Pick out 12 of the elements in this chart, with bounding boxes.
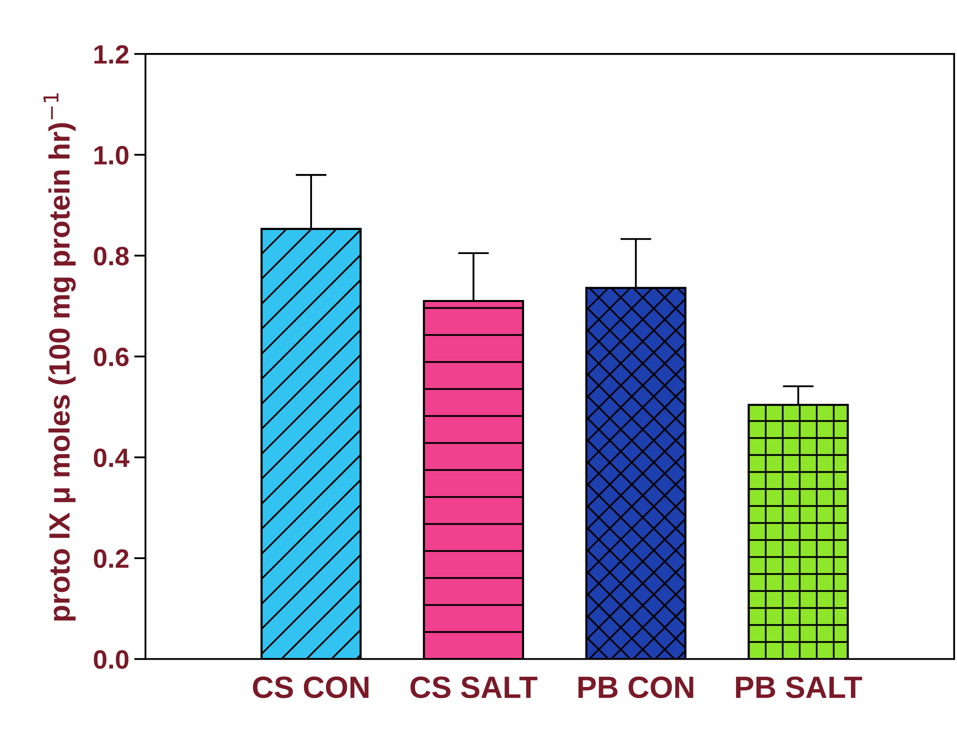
y-tick-label: 0.8	[94, 246, 129, 266]
y-tick-label: 0.4	[94, 448, 130, 468]
x-tick-label: PB SALT	[736, 676, 862, 698]
x-tick-label: CS SALT	[410, 676, 538, 698]
y-axis-title: proto IX μ moles (100 mg protein hr)$^{−1}$	[43, 93, 76, 621]
y-tick-label: 1.2	[94, 45, 128, 64]
y-tick-label: 0.0	[94, 650, 128, 669]
y-tick-label: 1.0	[94, 146, 128, 165]
x-tick-label: PB CON	[578, 676, 694, 698]
x-tick-label: CS CON	[252, 676, 368, 698]
y-tick-label: 0.6	[94, 348, 129, 366]
y-tick-label: 0.2	[94, 549, 128, 568]
